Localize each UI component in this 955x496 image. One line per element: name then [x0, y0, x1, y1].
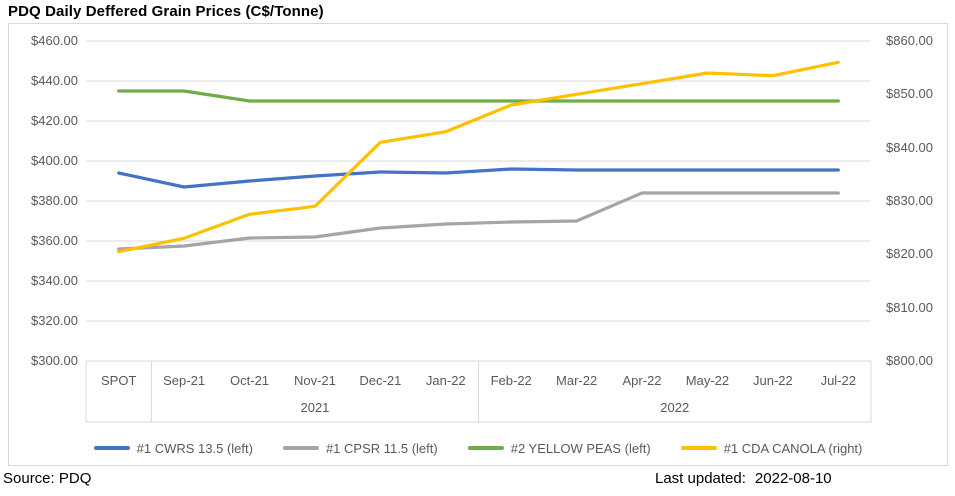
left-axis-tick-label: $440.00: [31, 73, 78, 88]
left-axis-tick-label: $300.00: [31, 353, 78, 368]
right-axis-tick-label: $850.00: [886, 86, 933, 102]
right-axis-tick-label: $800.00: [886, 353, 933, 368]
left-axis-tick-label: $420.00: [31, 113, 78, 128]
left-axis-tick-label: $460.00: [31, 33, 78, 48]
series-line: [117, 89, 840, 103]
right-axis-tick-label: $860.00: [886, 33, 933, 48]
x-axis-category-label: Mar-22: [556, 373, 598, 388]
x-axis-category-label: May-22: [685, 373, 730, 388]
right-axis-tick-label: $820.00: [886, 246, 933, 262]
series-line: [117, 191, 840, 251]
legend-line-marker-icon: [467, 445, 504, 451]
x-axis-category-label: Dec-21: [359, 373, 402, 388]
legend-line-marker-icon: [282, 445, 319, 451]
last-updated-value: 2022-08-10: [754, 470, 832, 487]
legend-label: #1 CDA CANOLA (right): [723, 440, 863, 456]
right-axis-tick-label: $810.00: [886, 299, 933, 315]
legend-label: #1 CWRS 13.5 (left): [136, 440, 253, 456]
source-text: Source: PDQ: [3, 470, 92, 487]
page-title: PDQ Daily Deffered Grain Prices (C$/Tonn…: [8, 3, 324, 20]
left-axis-tick-label: $320.00: [31, 313, 78, 328]
left-axis-tick-label: $380.00: [31, 193, 78, 208]
left-axis-tick-label: $400.00: [31, 153, 78, 168]
last-updated-label: Last updated:: [655, 470, 746, 487]
legend-item: #1 CPSR 11.5 (left): [282, 440, 438, 456]
chart-plot-svg: [85, 40, 872, 423]
right-axis-tick-label: $830.00: [886, 193, 933, 208]
legend-label: #1 CPSR 11.5 (left): [325, 440, 438, 456]
right-axis-tick-label: $840.00: [886, 139, 933, 155]
last-updated: Last updated: 2022-08-10: [655, 470, 832, 487]
series-line: [117, 60, 840, 254]
legend-label: #2 YELLOW PEAS (left): [510, 440, 651, 456]
series-line: [117, 167, 840, 189]
x-axis-group-label: 2021: [300, 400, 330, 415]
x-axis-category-label: Feb-22: [490, 373, 532, 388]
x-axis-category-label: Jun-22: [752, 373, 793, 388]
x-axis-category-label: Sep-21: [163, 373, 206, 388]
legend-line-marker-icon: [93, 445, 130, 451]
left-axis-tick-label: $340.00: [31, 273, 78, 288]
x-axis-category-label: SPOT: [101, 373, 137, 388]
legend-item: #1 CWRS 13.5 (left): [93, 440, 253, 456]
x-axis-category-label: Oct-21: [230, 373, 270, 388]
chart-frame: $460.00 $440.00 $420.00 $400.00 $380.00 $360.…: [8, 23, 948, 466]
legend: #1 CWRS 13.5 (left) #1 CPSR 11.5 (left) #2…: [9, 436, 947, 460]
x-axis-group-label: 2022: [660, 400, 690, 415]
legend-line-marker-icon: [680, 445, 717, 451]
left-axis-tick-label: $360.00: [31, 233, 78, 248]
x-axis-category-label: Jan-22: [425, 373, 466, 388]
x-axis-category-label: Apr-22: [622, 373, 662, 388]
x-axis-category-label: Nov-21: [293, 373, 336, 388]
x-axis-category-label: Jul-22: [820, 373, 856, 388]
legend-item: #1 CDA CANOLA (right): [680, 440, 863, 456]
legend-item: #2 YELLOW PEAS (left): [467, 440, 651, 456]
